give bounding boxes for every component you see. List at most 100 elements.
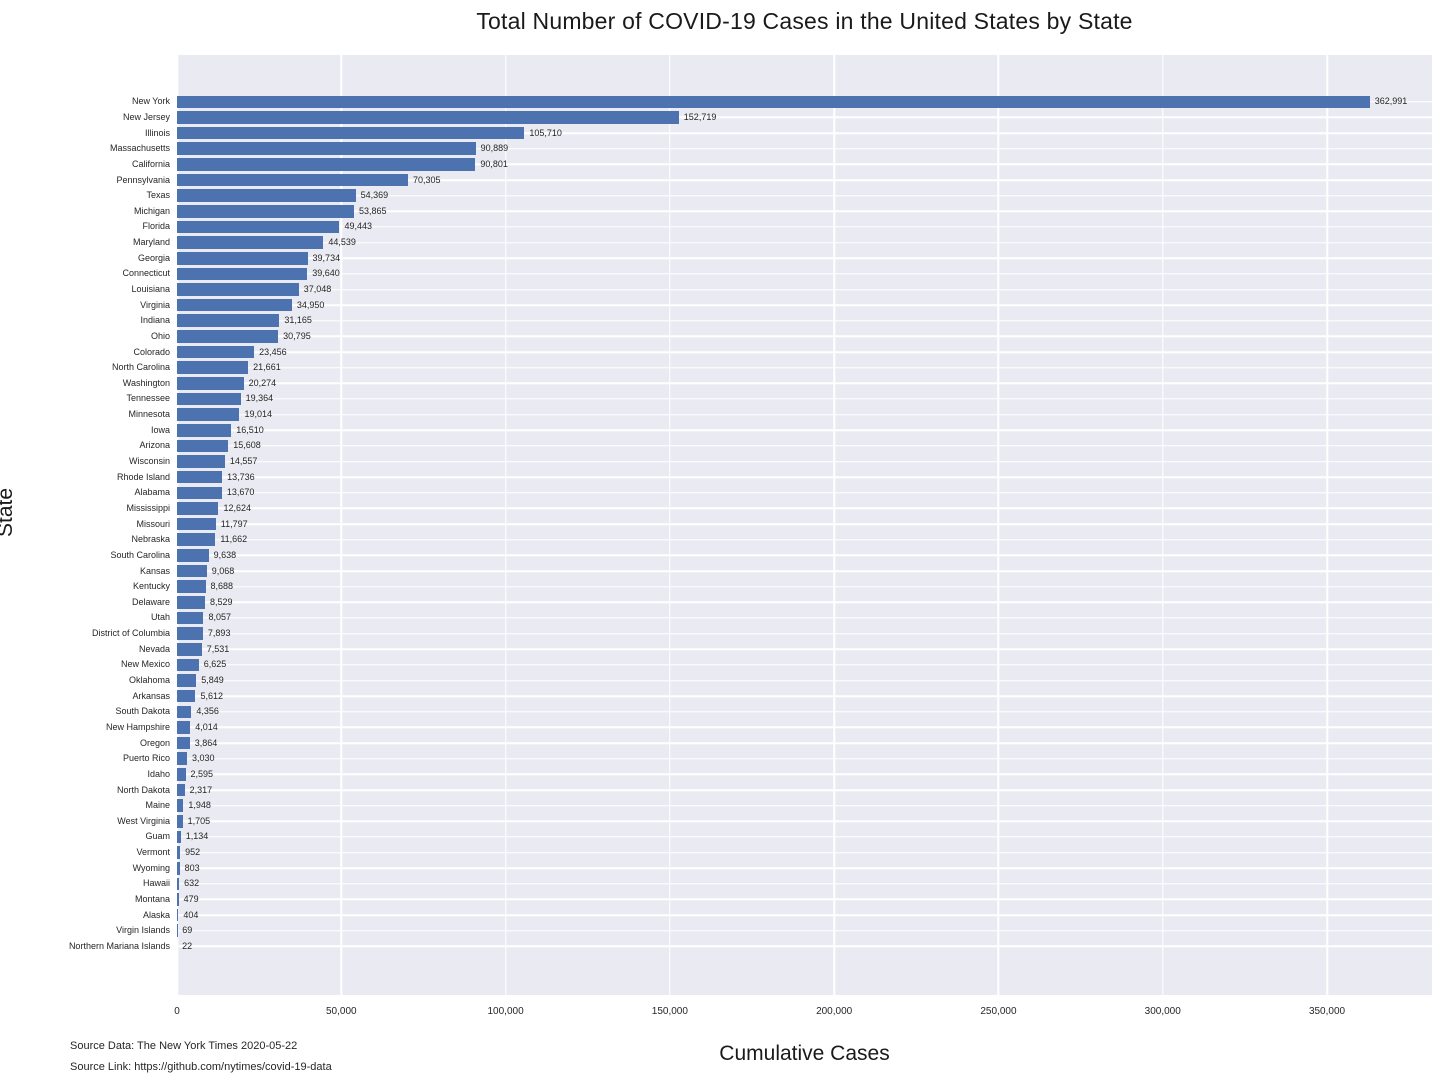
state-label: Nevada (138, 643, 170, 654)
bar-row: Wyoming 803 (133, 860, 1432, 876)
value-label: 404 (183, 909, 199, 920)
state-label: New Jersey (122, 111, 170, 122)
bar (177, 642, 202, 656)
state-label: Florida (142, 221, 170, 232)
value-label: 21,661 (253, 362, 281, 373)
bar (177, 799, 184, 812)
bar-row: Guam 1,134 (145, 829, 1432, 845)
value-label: 44,539 (328, 237, 356, 248)
value-label: 49,443 (344, 221, 372, 232)
bar (177, 142, 476, 156)
bar-row: Kansas 9,068 (140, 563, 1432, 579)
value-label: 362,991 (1374, 96, 1408, 107)
bar-row: New York 362,991 (132, 94, 1432, 110)
bar (177, 611, 204, 625)
bar-row: California 90,801 (132, 157, 1432, 173)
chart-title: Total Number of COVID-19 Cases in the Un… (476, 8, 1133, 34)
value-label: 1,705 (187, 815, 211, 826)
value-label: 16,510 (236, 424, 264, 435)
state-label: Iowa (150, 424, 170, 435)
bar-row: Virginia 34,950 (140, 297, 1432, 313)
bar (177, 517, 216, 531)
state-label: Georgia (137, 252, 170, 263)
value-label: 37,048 (303, 284, 332, 294)
value-label: 19,014 (244, 409, 272, 420)
value-label: 11,797 (220, 518, 248, 529)
bar-row: Indiana 31,165 (140, 313, 1432, 329)
bar-row: Virgin Islands 69 (116, 923, 1432, 939)
bar (177, 392, 241, 406)
bar (177, 455, 225, 468)
x-tick-label: 0 (174, 1006, 180, 1017)
value-label: 69 (182, 925, 193, 936)
bar (177, 893, 179, 906)
x-tick-label: 300,000 (1144, 1006, 1181, 1017)
bar (177, 345, 255, 359)
bar (177, 768, 186, 781)
value-label: 54,369 (360, 190, 389, 201)
bar (177, 439, 229, 453)
bar-row: Nebraska 11,662 (131, 532, 1432, 548)
bar (177, 267, 308, 281)
value-label: 5,849 (201, 675, 224, 686)
bar-row: Rhode Island 13,736 (117, 469, 1432, 485)
bar (177, 314, 280, 328)
state-label: District of Columbia (91, 628, 170, 639)
value-label: 632 (184, 878, 200, 889)
bar-row: Missouri 11,797 (136, 516, 1432, 532)
state-label: North Carolina (111, 362, 170, 373)
state-label: Vermont (136, 847, 170, 858)
bar (177, 846, 181, 859)
state-label: Illinois (144, 127, 170, 138)
state-label: Alaska (142, 909, 170, 920)
bar-row: Montana 479 (135, 892, 1432, 908)
value-label: 9,638 (213, 549, 237, 560)
bar (177, 830, 181, 844)
bar (177, 377, 244, 390)
state-label: Kansas (139, 565, 170, 576)
bar-row: Georgia 39,734 (138, 250, 1432, 266)
value-label: 39,640 (312, 268, 340, 279)
value-label: 1,948 (188, 800, 211, 811)
bar (177, 158, 476, 171)
state-label: Colorado (133, 346, 170, 357)
bar-row: Alaska 404 (143, 907, 1432, 923)
state-label: Wisconsin (128, 456, 170, 467)
value-label: 7,893 (207, 628, 231, 639)
bar (177, 877, 180, 891)
bar (177, 283, 299, 296)
value-label: 20,274 (248, 377, 277, 388)
bar-row: Massachusetts 90,889 (110, 141, 1432, 157)
bar-row: Michigan 53,865 (134, 203, 1432, 219)
bars-container: New York 362,991 New Jersey 152,719 Illinois… (69, 94, 1432, 954)
state-label: Guam (145, 831, 170, 842)
state-label: Maine (145, 800, 170, 811)
value-label: 7,531 (206, 643, 230, 654)
state-label: Pennsylvania (116, 174, 170, 185)
bar (177, 721, 191, 734)
bar-row: Oregon 3,864 (140, 735, 1432, 751)
value-label: 1,134 (185, 831, 209, 842)
plot-area: New York 362,991 New Jersey 152,719 Illinois… (69, 55, 1432, 995)
bar-row: Idaho 2,595 (147, 767, 1432, 783)
bar-row: Illinois 105,710 (145, 125, 1432, 141)
value-label: 14,557 (229, 456, 258, 467)
bar (177, 658, 199, 672)
bar (177, 549, 209, 562)
state-label: Indiana (140, 315, 170, 326)
bar (177, 330, 279, 343)
bar (177, 752, 187, 766)
x-tick-label: 100,000 (487, 1006, 524, 1017)
bar (177, 189, 356, 202)
bar-row: District of Columbia 7,893 (92, 626, 1432, 642)
bar-row: Pennsylvania 70,305 (116, 172, 1432, 188)
state-label: Rhode Island (116, 471, 170, 482)
x-axis-ticks: 0 50,000 100,000 150,000 200,000 250,000 300,0… (174, 1006, 1432, 1020)
bar (177, 533, 216, 547)
bar-row: South Carolina 9,638 (110, 548, 1432, 564)
state-label: Arkansas (132, 690, 170, 701)
state-label: South Dakota (115, 706, 170, 717)
bar-row: Delaware 8,529 (132, 595, 1432, 611)
bar-row: Kentucky 8,688 (133, 579, 1432, 595)
